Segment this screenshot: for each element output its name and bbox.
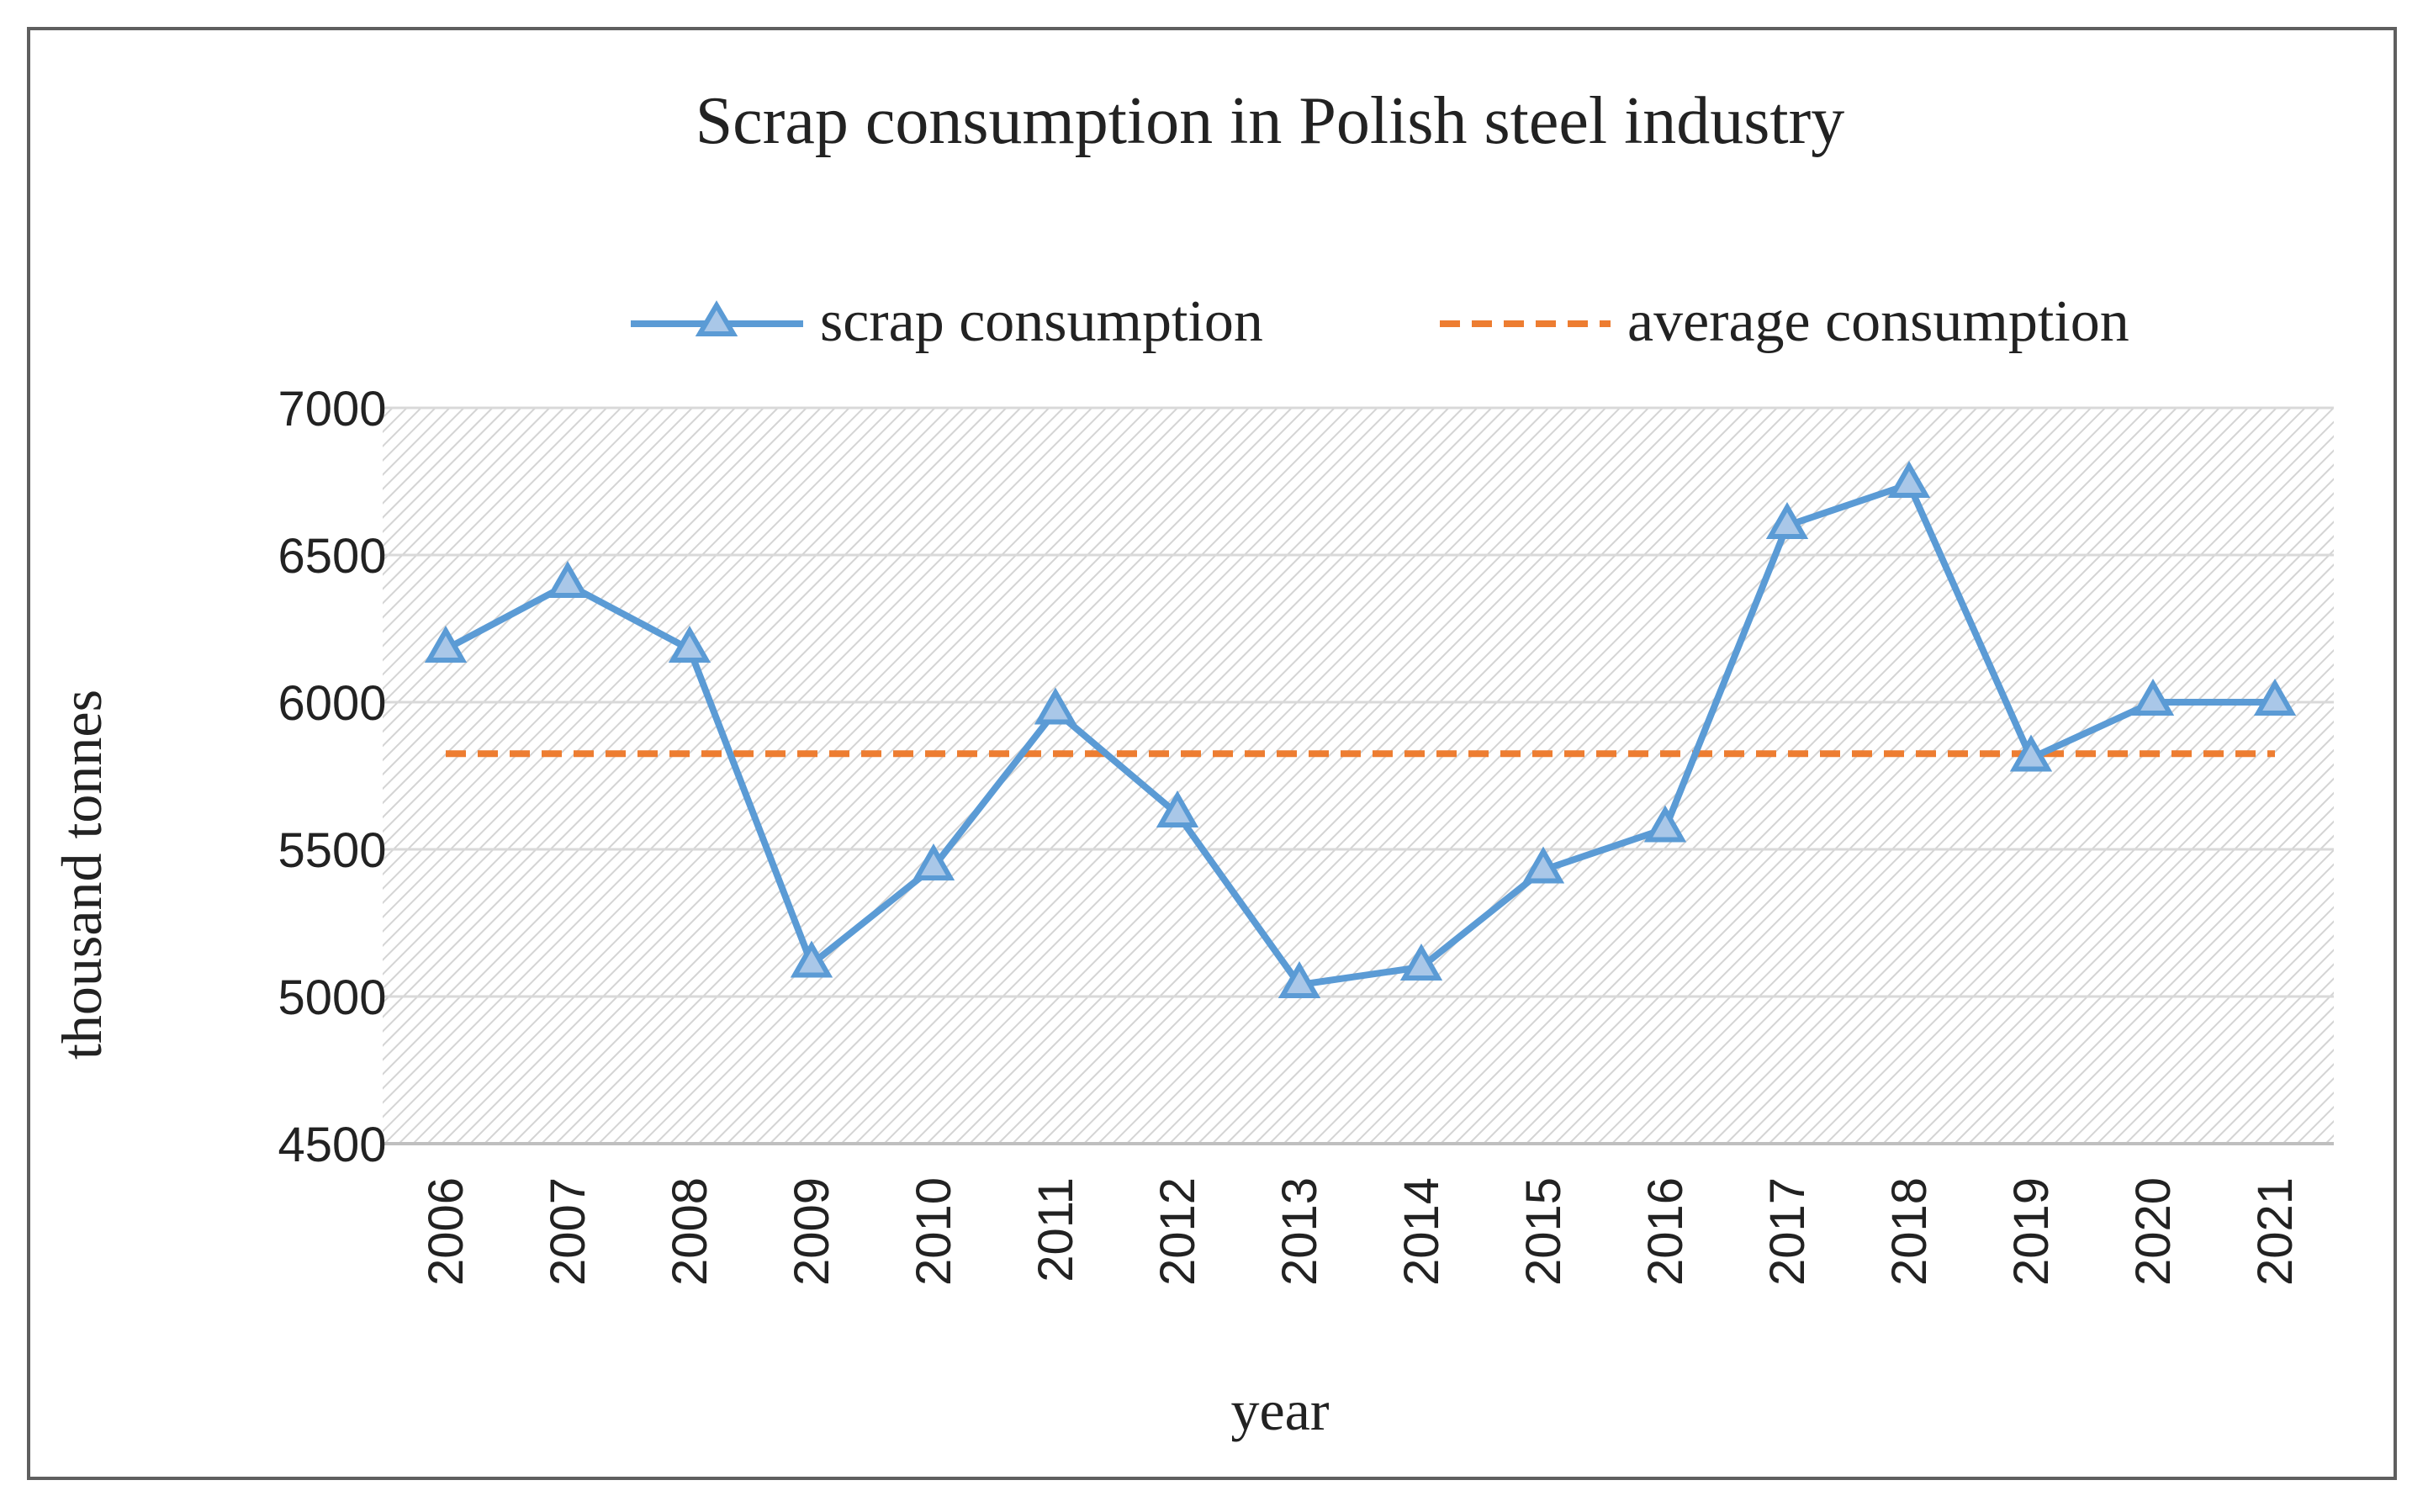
scrap-consumption-line xyxy=(444,481,2275,988)
x-tick-label: 2016 xyxy=(1638,1177,1693,1286)
x-tick-label: 2015 xyxy=(1516,1177,1571,1286)
x-tick-label: 2010 xyxy=(907,1177,961,1286)
data-point-2008 xyxy=(668,625,711,663)
legend-label-scrap-consumption: scrap consumption xyxy=(820,289,1263,354)
y-tick-label: 6500 xyxy=(278,529,386,584)
data-point-2021 xyxy=(2253,678,2297,716)
x-tick-label: 2020 xyxy=(2126,1177,2181,1286)
x-tick-label: 2008 xyxy=(663,1177,717,1286)
x-tick-label: 2021 xyxy=(2248,1177,2303,1286)
x-tick-label: 2012 xyxy=(1151,1177,1205,1286)
x-tick-label: 2007 xyxy=(541,1177,595,1286)
data-point-2007 xyxy=(546,560,590,598)
x-axis-title: year xyxy=(1230,1378,1329,1442)
legend-item-average-consumption: average consumption xyxy=(1440,289,2129,354)
x-tick-label: 2014 xyxy=(1394,1177,1449,1286)
data-point-2019 xyxy=(2009,734,2053,772)
legend-marker-triangle-icon xyxy=(695,300,738,336)
data-point-2017 xyxy=(1765,501,1809,539)
data-point-2014 xyxy=(1399,943,1443,981)
data-point-2013 xyxy=(1277,960,1321,998)
legend: scrap consumption average consumption xyxy=(631,289,2129,354)
data-point-2016 xyxy=(1643,805,1687,843)
data-point-2020 xyxy=(2131,678,2175,716)
y-tick-label: 5500 xyxy=(278,823,386,878)
data-point-2012 xyxy=(1156,790,1199,827)
data-point-2009 xyxy=(790,940,833,978)
y-tick-label: 5000 xyxy=(278,970,386,1025)
x-tick-label: 2011 xyxy=(1029,1177,1083,1282)
y-tick-label: 4500 xyxy=(278,1118,386,1172)
y-tick-label: 7000 xyxy=(278,382,386,436)
x-axis: 2006 2007 2008 2009 2010 2011 2012 2013 2014 2015… xyxy=(419,1177,2303,1286)
x-tick-label: 2018 xyxy=(1882,1177,1937,1286)
data-point-2011 xyxy=(1034,687,1077,725)
y-tick-label: 6000 xyxy=(278,676,386,731)
legend-label-average-consumption: average consumption xyxy=(1627,289,2129,354)
scrap-consumption-series xyxy=(424,460,2297,998)
data-point-2015 xyxy=(1521,846,1565,884)
data-point-2018 xyxy=(1887,460,1931,498)
y-axis: 4500 5000 5500 6000 6500 7000 xyxy=(278,382,386,1172)
chart-title: Scrap consumption in Polish steel indust… xyxy=(696,84,1845,158)
x-tick-label: 2006 xyxy=(419,1177,473,1286)
data-point-2006 xyxy=(424,625,468,663)
y-axis-title: thousand tonnes xyxy=(50,690,114,1060)
plot-area xyxy=(383,408,2334,1144)
legend-item-scrap-consumption: scrap consumption xyxy=(631,289,1263,354)
x-tick-label: 2009 xyxy=(785,1177,839,1286)
data-point-2010 xyxy=(912,843,955,880)
x-tick-label: 2013 xyxy=(1272,1177,1327,1286)
x-tick-label: 2019 xyxy=(2004,1177,2059,1286)
x-tick-label: 2017 xyxy=(1760,1177,1815,1286)
